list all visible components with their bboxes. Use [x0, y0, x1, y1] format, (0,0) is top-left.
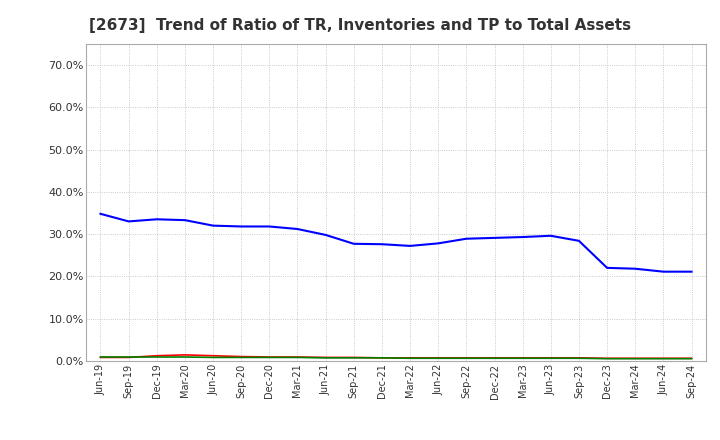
Inventories	[546, 233, 555, 238]
Inventories	[603, 265, 611, 271]
Trade Payables	[321, 355, 330, 360]
Trade Payables	[518, 356, 527, 361]
Inventories	[181, 217, 189, 223]
Inventories	[293, 226, 302, 231]
Trade Receivables	[659, 356, 667, 361]
Trade Payables	[293, 355, 302, 360]
Trade Receivables	[377, 355, 386, 360]
Trade Payables	[125, 354, 133, 359]
Inventories	[237, 224, 246, 229]
Line: Trade Receivables: Trade Receivables	[101, 355, 691, 358]
Inventories	[490, 235, 499, 241]
Trade Receivables	[349, 355, 358, 360]
Trade Payables	[96, 354, 105, 359]
Inventories	[631, 266, 639, 271]
Trade Payables	[659, 356, 667, 361]
Inventories	[659, 269, 667, 274]
Inventories	[462, 236, 471, 242]
Trade Receivables	[406, 355, 415, 360]
Trade Payables	[631, 356, 639, 361]
Trade Receivables	[181, 352, 189, 358]
Trade Payables	[265, 355, 274, 360]
Trade Receivables	[575, 355, 583, 360]
Trade Receivables	[490, 355, 499, 360]
Trade Payables	[490, 356, 499, 361]
Trade Receivables	[321, 355, 330, 360]
Trade Receivables	[153, 353, 161, 358]
Trade Receivables	[518, 355, 527, 360]
Text: [2673]  Trend of Ratio of TR, Inventories and TP to Total Assets: [2673] Trend of Ratio of TR, Inventories…	[89, 18, 631, 33]
Trade Payables	[406, 356, 415, 361]
Inventories	[406, 243, 415, 249]
Trade Payables	[603, 356, 611, 361]
Inventories	[434, 241, 443, 246]
Trade Payables	[434, 356, 443, 361]
Trade Receivables	[631, 356, 639, 361]
Trade Payables	[575, 356, 583, 361]
Trade Receivables	[687, 356, 696, 361]
Trade Receivables	[125, 355, 133, 360]
Trade Payables	[349, 355, 358, 360]
Trade Receivables	[209, 353, 217, 358]
Trade Receivables	[462, 355, 471, 360]
Trade Payables	[377, 355, 386, 360]
Inventories	[265, 224, 274, 229]
Line: Trade Payables: Trade Payables	[101, 357, 691, 359]
Inventories	[575, 238, 583, 243]
Trade Payables	[153, 354, 161, 359]
Inventories	[125, 219, 133, 224]
Trade Receivables	[546, 355, 555, 360]
Inventories	[96, 211, 105, 216]
Trade Receivables	[434, 355, 443, 360]
Trade Payables	[462, 356, 471, 361]
Trade Payables	[687, 356, 696, 361]
Trade Payables	[546, 356, 555, 361]
Trade Receivables	[293, 354, 302, 359]
Trade Payables	[209, 355, 217, 360]
Trade Payables	[237, 355, 246, 360]
Inventories	[349, 241, 358, 246]
Inventories	[153, 216, 161, 222]
Trade Receivables	[265, 354, 274, 359]
Inventories	[209, 223, 217, 228]
Inventories	[377, 242, 386, 247]
Trade Receivables	[603, 356, 611, 361]
Trade Receivables	[96, 355, 105, 360]
Inventories	[321, 232, 330, 238]
Trade Payables	[181, 354, 189, 359]
Inventories	[687, 269, 696, 274]
Trade Receivables	[237, 354, 246, 359]
Line: Inventories: Inventories	[101, 214, 691, 271]
Inventories	[518, 235, 527, 240]
